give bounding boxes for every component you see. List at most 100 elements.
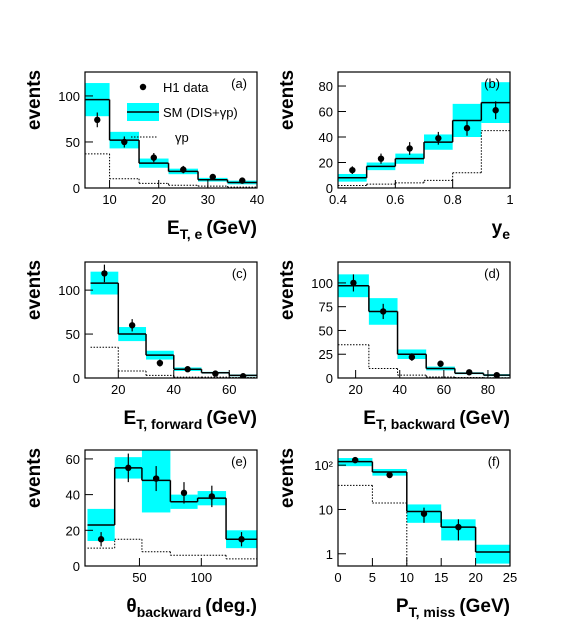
x-tick-label: 20 <box>151 192 165 207</box>
x-axis-label: θbackward (deg.) <box>126 596 257 620</box>
x-tick-label: 20 <box>348 382 362 397</box>
x-tick-label: 0.6 <box>386 192 404 207</box>
x-label-unit: (GeV) <box>206 218 257 239</box>
x-label-sub: T, miss <box>409 604 456 620</box>
y-tick-label: 25 <box>319 347 333 362</box>
data-point <box>408 353 416 361</box>
plot-area <box>338 82 510 186</box>
x-tick-label: 60 <box>222 382 236 397</box>
data-point <box>208 493 216 500</box>
data-point <box>209 173 216 181</box>
x-label-unit: (deg.) <box>205 596 257 617</box>
x-tick-label: 0.4 <box>329 192 347 207</box>
y-tick-label: 10 <box>319 502 333 517</box>
data-point <box>156 359 164 367</box>
y-axis-label: events <box>24 260 45 320</box>
y-tick-label: 60 <box>66 452 80 467</box>
x-label-main: P <box>396 596 409 617</box>
axes-frame <box>84 261 258 379</box>
data-point <box>350 279 357 287</box>
x-label-unit: (GeV) <box>459 596 510 617</box>
y-axis-label: events <box>24 70 45 130</box>
data-point <box>152 475 160 482</box>
y-tick-label: 0 <box>73 181 80 196</box>
x-tick-label: 1 <box>506 192 513 207</box>
x-tick-label: 40 <box>393 382 407 397</box>
y-tick-label: 100 <box>58 283 80 298</box>
axes-frame <box>337 261 511 379</box>
panel: 20 40 60 80 0 25 50 75 100 (d) events ET, backward(… <box>277 260 511 432</box>
y-axis-label: events <box>277 70 298 130</box>
y-tick-label: 75 <box>319 300 333 315</box>
data-point <box>435 135 442 142</box>
data-point <box>121 138 128 146</box>
data-point <box>377 155 385 162</box>
panel-label: (b) <box>484 76 500 91</box>
x-tick-label: 10 <box>102 192 116 207</box>
data-point <box>239 373 247 378</box>
panel-label: (c) <box>232 266 247 281</box>
x-tick-label: 60 <box>437 382 451 397</box>
data-point <box>466 369 473 376</box>
legend-label: γp <box>175 130 189 145</box>
panel: 10 20 30 40 0 50 100 (a) events ET, e (GeV) H1 data… <box>24 70 264 242</box>
x-tick-label: 20 <box>468 570 482 585</box>
panel: 50 100 0 20 40 60 (e) events θbackward (deg.) <box>24 448 258 620</box>
data-point <box>420 510 428 517</box>
y-tick-label: 1 <box>326 547 333 562</box>
panel-label: (f) <box>488 454 500 469</box>
y-tick-label: 50 <box>66 327 80 342</box>
x-axis-label: ET, e (GeV) <box>167 218 257 242</box>
data-point <box>492 107 499 114</box>
y-tick-label: 0 <box>326 371 333 386</box>
data-point <box>463 124 471 132</box>
data-point <box>150 154 157 161</box>
axes-frame <box>84 449 258 567</box>
data-point <box>94 116 101 124</box>
x-tick-label: 0 <box>334 570 341 585</box>
y-tick-label: 50 <box>66 135 80 150</box>
x-tick-label: 40 <box>250 192 264 207</box>
sm-band <box>475 544 510 564</box>
plot-area <box>90 264 257 378</box>
y-tick-label: 40 <box>319 130 333 145</box>
y-tick-label: 0 <box>73 559 80 574</box>
y-axis-label: events <box>277 448 298 508</box>
data-point <box>455 523 462 531</box>
data-point <box>386 471 393 479</box>
axes-frame <box>337 449 511 567</box>
legend-label: SM (DIS+γp) <box>163 105 238 120</box>
panel-label: (e) <box>231 454 247 469</box>
axes-frame <box>84 71 258 189</box>
y-axis-label: events <box>277 260 298 320</box>
x-label-sub: T, e <box>180 226 203 242</box>
plot-area <box>87 450 257 560</box>
data-point <box>349 166 356 174</box>
data-point <box>493 371 500 378</box>
panel-label: (a) <box>231 76 247 91</box>
data-point <box>184 366 191 373</box>
y-tick-label: 80 <box>319 79 333 94</box>
y-axis-label: events <box>24 448 45 508</box>
y-tick-label: 0 <box>73 371 80 386</box>
x-tick-label: 30 <box>201 192 215 207</box>
x-label-main: θ <box>126 596 136 617</box>
x-label-sub: T, backward <box>376 416 455 432</box>
panel: 0.4 0.6 0.8 1 0 20 40 60 80 (b) events ye <box>277 70 514 242</box>
x-axis-label: ET, forward (GeV) <box>124 408 258 432</box>
x-tick-label: 15 <box>434 570 448 585</box>
x-tick-label: 100 <box>190 570 212 585</box>
x-tick-label: 40 <box>167 382 181 397</box>
y-tick-label: 100 <box>58 89 80 104</box>
y-tick-label: 0 <box>326 181 333 196</box>
x-label-main: E <box>124 408 137 429</box>
plot-area <box>85 83 257 188</box>
x-label-sub: T, forward <box>136 416 202 432</box>
x-tick-label: 50 <box>132 570 146 585</box>
panel: 20 40 60 0 50 100 (c) events ET, forward (GeV) <box>24 260 258 432</box>
y-tick-label: 40 <box>66 488 80 503</box>
data-point <box>180 166 187 173</box>
plot-area <box>338 456 510 566</box>
data-point <box>406 145 413 152</box>
x-tick-label: 10 <box>400 570 414 585</box>
